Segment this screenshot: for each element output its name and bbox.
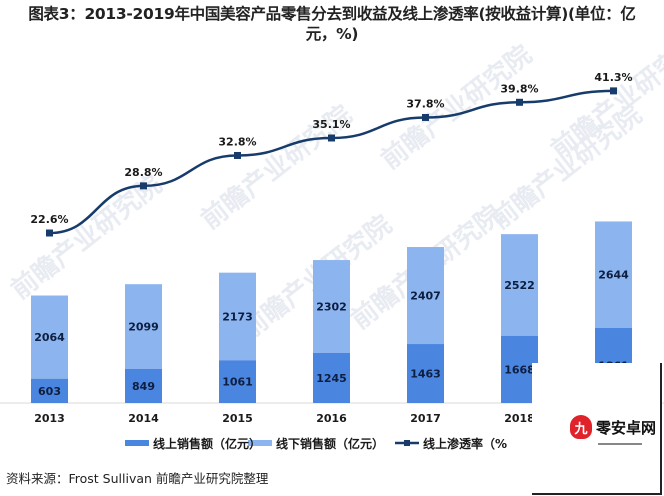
logo-text: 零安卓网 [596,418,657,437]
legend-marker-icon [404,440,410,446]
bar-offline [407,247,444,345]
bar-label-offline: 2522 [504,279,535,292]
bar-stack-2015: 2173 1061 [219,272,256,403]
line-marker [516,98,523,106]
bar-stack-2016: 2302 1245 [313,260,350,403]
bar-label-online: 1061 [222,376,253,389]
watermark-text: 前瞻产业研究院 [485,99,648,235]
bar-label-online: 849 [132,380,155,393]
line-data-label: 41.3% [594,71,632,84]
bar-stack-2013: 2064 603 [31,295,68,403]
x-tick-label: 2018 [504,412,535,425]
bar-label-offline: 2644 [598,269,629,282]
bar-offline [595,221,632,329]
line-marker [46,229,53,237]
bar-offline [219,272,256,361]
bar-label-offline: 2407 [410,290,441,303]
bar-offline [313,260,350,353]
logo-subtitle-line [598,443,642,445]
bar-label-offline: 2173 [222,310,253,323]
legend-offline-swatch-icon [248,440,272,446]
logo-badge-icon: 九 [570,415,592,439]
legend-label: 线上渗透率（% [423,436,507,451]
legend-label: 线上销售额（亿元） [153,436,261,451]
watermark-text: 前瞻产业研究院 [375,39,538,175]
bar-label-offline: 2064 [34,331,65,344]
legend-label: 线下销售额（亿元） [276,436,384,451]
bar-online [407,344,444,403]
site-logo: 九 零安卓网 [570,415,656,439]
bar-online [313,352,350,403]
source-note: 资料来源：Frost Sullivan 前瞻产业研究院整理 [6,471,269,486]
bar-online [501,335,538,403]
bar-stack-2014: 2099 849 [125,284,162,403]
x-tick-label: 2014 [128,412,159,425]
x-tick-label: 2017 [410,412,441,425]
chart-title: 图表3：2013-2019年中国美容产品零售分去到收益及线上渗透率(按收益计算)… [28,5,636,43]
line-marker [422,113,429,121]
bar-stack-2019: 26441861 [595,221,632,403]
bar-online [31,378,68,403]
bar-label-offline: 2099 [128,320,159,333]
bar-online [125,368,162,403]
legend: 线上销售额（亿元） 线下销售额（亿元） 线上渗透率（% [125,436,507,451]
penetration-line-group: 22.6% 28.8% 32.8% 35.1% 37.8% 39.8% 41.3% [30,71,633,237]
bar-label-online: 603 [38,385,61,398]
bar-label-offline: 2302 [316,300,347,313]
bars-group: 2064 603 2099 849 2173 1061 2302 1245 2407 1463 25… [31,221,632,403]
bar-label-online: 1463 [410,368,441,381]
line-data-label: 22.6% [30,213,68,226]
line-data-label: 35.1% [312,118,350,131]
line-data-label: 28.8% [124,166,162,179]
line-data-label: 32.8% [218,135,256,148]
line-data-label: 37.8% [406,97,444,110]
line-data-label: 39.8% [500,82,538,95]
bar-online [219,360,256,403]
bar-stack-2018: 2522 1668 [501,234,538,403]
line-marker [610,87,617,95]
bar-label-online: 1245 [316,372,347,385]
line-marker [234,151,241,159]
x-tick-label: 2013 [34,412,65,425]
line-marker [140,182,147,190]
x-tick-label: 2015 [222,412,253,425]
x-tick-label: 2016 [316,412,347,425]
bar-offline [501,234,538,336]
bar-stack-2017: 2407 1463 [407,247,444,403]
bar-offline [125,284,162,369]
bar-label-online: 1668 [504,363,535,376]
logo-overlay: 九 零安卓网 [532,363,662,495]
bar-offline [31,295,68,379]
legend-online-swatch-icon [125,440,149,446]
line-marker [328,134,335,142]
